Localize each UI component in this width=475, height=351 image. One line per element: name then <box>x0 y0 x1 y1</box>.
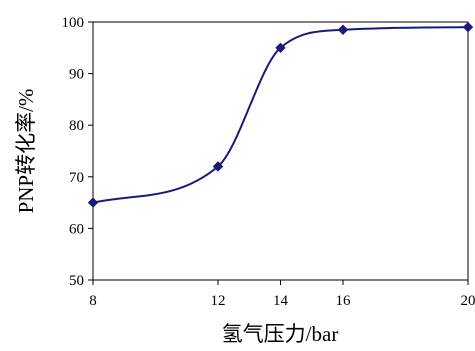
x-tick-label: 14 <box>273 293 289 309</box>
series-markers <box>87 21 474 208</box>
x-tick-label: 16 <box>336 293 352 309</box>
data-point-marker <box>462 21 474 33</box>
y-tick-label: 70 <box>69 170 84 186</box>
plot-area <box>92 21 469 281</box>
y-tick-label: 90 <box>69 67 84 83</box>
y-tick-label: 80 <box>69 118 84 134</box>
series-line <box>92 26 469 204</box>
y-tick-label: 60 <box>69 221 84 237</box>
x-axis-ticks: 8 12 14 16 20 <box>89 280 475 309</box>
data-point-marker <box>87 197 99 208</box>
data-point-marker <box>212 161 224 172</box>
y-axis-title: PNP转化率/% <box>14 89 38 214</box>
y-tick-label: 50 <box>69 273 84 289</box>
x-tick-label: 12 <box>211 293 226 309</box>
x-tick-label: 8 <box>89 293 97 309</box>
data-point-marker <box>275 42 286 54</box>
y-axis-ticks: 50 60 70 80 90 100 <box>62 15 93 289</box>
y-tick-label: 100 <box>62 15 85 31</box>
x-axis-title: 氢气压力/bar <box>222 322 339 346</box>
data-point-marker <box>337 24 349 35</box>
x-tick-label: 20 <box>461 293 475 309</box>
